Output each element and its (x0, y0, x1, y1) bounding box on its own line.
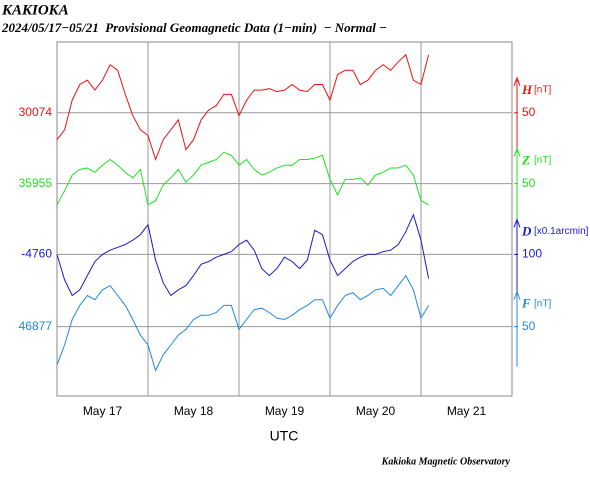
series-unit: [nT] (534, 155, 551, 166)
y-tick-label: 35955 (19, 176, 53, 190)
chart-subtitle: 2024/05/17−05/21 Provisional Geomagnetic… (1, 20, 387, 35)
y2-tick-label: 50 (522, 319, 536, 333)
y2-arrow (513, 290, 521, 300)
x-tick-label: May 20 (356, 404, 396, 418)
x-tick-label: May 19 (265, 404, 305, 418)
x-tick-label: May 17 (83, 404, 123, 418)
y2-tick-label: 50 (522, 105, 536, 119)
series-name: D (521, 223, 532, 238)
series-unit: [nT] (534, 298, 551, 309)
y-tick-label: -4760 (21, 247, 52, 261)
data-line (56, 274, 430, 372)
x-axis-label: UTC (270, 428, 299, 444)
data-line (56, 151, 429, 206)
x-tick-label: May 21 (447, 404, 487, 418)
data-line (56, 213, 430, 297)
y-tick-label: 46877 (19, 319, 53, 333)
series-unit: [nT] (534, 84, 551, 95)
series-name: H (521, 82, 533, 97)
y2-arrow (513, 147, 521, 157)
data-line (56, 53, 430, 162)
footer: Kakioka Magnetic Observatory (381, 456, 511, 467)
series-unit: [x0.1arcmin] (534, 226, 589, 237)
chart-title: KAKIOKA (1, 2, 69, 18)
plot-frame (56, 41, 513, 397)
y2-tick-label: 100 (522, 247, 542, 261)
x-tick-label: May 18 (174, 404, 214, 418)
y-tick-label: 30074 (19, 105, 53, 119)
series-name: F (521, 296, 531, 311)
y2-tick-label: 50 (522, 176, 536, 190)
y2-arrow (513, 217, 521, 228)
y2-arrow (513, 76, 521, 86)
series-name: Z (521, 153, 530, 168)
